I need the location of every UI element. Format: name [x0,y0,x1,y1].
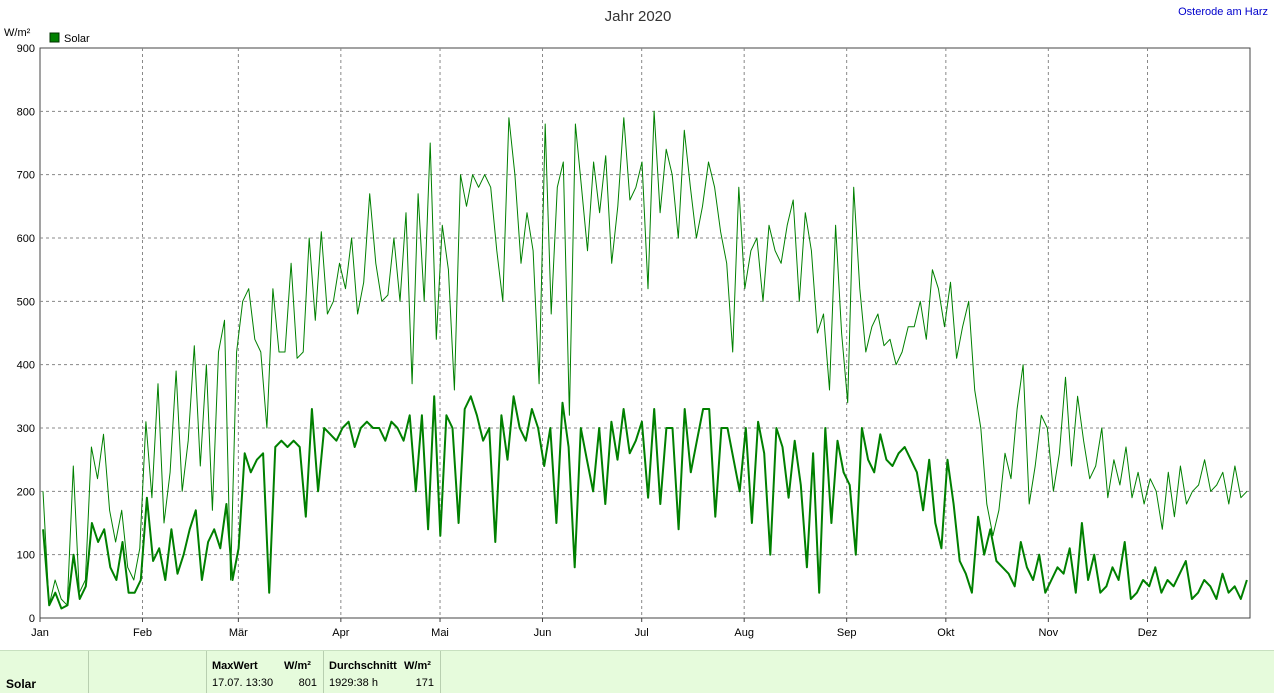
avg-unit: W/m² [404,660,431,672]
legend: Solar [49,32,90,45]
y-tick-label: 200 [17,486,35,498]
x-tick-label: Dez [1138,627,1158,639]
series-lines [42,110,1248,610]
x-tick-label: Jun [534,627,552,639]
solar-chart: Jahr 2020 W/m² Solar 0 100 200 300 400 500 600… [4,8,1251,639]
y-tick-label: 700 [17,170,35,182]
x-tick-label: Aug [734,627,754,639]
y-tick-label: 800 [17,106,35,118]
grid [40,48,1250,618]
x-tick-label: Jul [635,627,649,639]
legend-label: Solar [64,33,90,45]
max-unit: W/m² [284,660,311,672]
footer-name-cell: Solar [0,651,89,693]
legend-swatch [49,32,60,43]
footer-spacer-cell [89,651,207,693]
x-axis: Jan Feb Mär Apr Mai Jun Jul Aug Sep Okt Nov Dez [31,618,1157,639]
x-tick-label: Mai [431,627,449,639]
series-line-average [42,395,1248,610]
x-tick-label: Sep [837,627,857,639]
x-tick-label: Okt [937,627,954,639]
y-tick-label: 0 [29,613,35,625]
y-tick-label: 900 [17,43,35,55]
x-tick-label: Nov [1039,627,1059,639]
y-tick-label: 500 [17,296,35,308]
x-tick-label: Apr [332,627,349,639]
x-tick-label: Feb [133,627,152,639]
footer-max-cell: MaxWert W/m² 17.07. 13:30 801 [207,651,324,693]
avg-value: 171 [415,677,434,689]
max-time: 17.07. 13:30 [212,677,274,689]
y-tick-label: 300 [17,423,35,435]
max-value: 801 [298,677,317,689]
series-line-max [42,110,1248,606]
y-axis: 0 100 200 300 400 500 600 700 800 900 [17,43,35,625]
y-tick-label: 400 [17,360,35,372]
y-tick-label: 100 [17,550,35,562]
footer-avg-cell: Durchschnitt W/m² 1929:38 h 171 [324,651,441,693]
x-tick-label: Jan [31,627,49,639]
y-axis-unit: W/m² [4,27,31,39]
footer-series-name: Solar [6,677,37,691]
station-name: Osterode am Harz [1178,6,1268,18]
avg-header: Durchschnitt [329,660,397,672]
y-tick-label: 600 [17,233,35,245]
chart-title: Jahr 2020 [605,8,672,25]
stats-footer: Solar MaxWert W/m² 17.07. 13:30 801 Durc… [0,650,1274,693]
max-header: MaxWert [212,660,258,672]
x-tick-label: Mär [229,627,248,639]
avg-hours: 1929:38 h [329,677,378,689]
